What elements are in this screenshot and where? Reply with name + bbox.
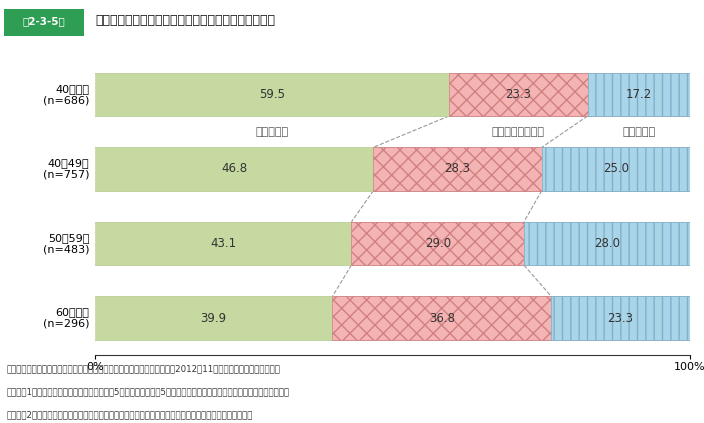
Bar — [351, 222, 524, 265]
Text: 46.8: 46.8 — [221, 162, 247, 176]
Bar — [95, 297, 332, 340]
Bar — [524, 222, 691, 265]
Text: 2．「良くなった」には「やや良くなった」を、「悪くなった」には「やや悪くなった」を含む。: 2．「良くなった」には「やや良くなった」を、「悪くなった」には「やや悪くなった」… — [7, 410, 253, 419]
Bar — [95, 73, 449, 116]
Bar — [95, 222, 351, 265]
Text: 28.0: 28.0 — [594, 237, 620, 250]
Text: 17.2: 17.2 — [626, 88, 652, 101]
Text: 悪くなった: 悪くなった — [622, 126, 655, 137]
Text: 29.0: 29.0 — [425, 237, 451, 250]
Text: 良くなった: 良くなった — [256, 126, 289, 137]
Text: 36.8: 36.8 — [429, 312, 455, 324]
Text: 25.0: 25.0 — [603, 162, 629, 176]
Text: 28.3: 28.3 — [445, 162, 470, 176]
Bar — [373, 147, 542, 190]
Text: （注）　1．事業承継後の業績推移は、承継後5年間程度（承継後5年未満の企業は回答時点まで。）の実績による回答。: （注） 1．事業承継後の業績推移は、承継後5年間程度（承継後5年未満の企業は回答… — [7, 387, 290, 396]
Text: 第2-3-5図: 第2-3-5図 — [23, 16, 65, 26]
Bar — [4, 8, 84, 36]
Text: あまり変わらない: あまり変わらない — [492, 126, 545, 137]
Text: 23.3: 23.3 — [505, 88, 532, 101]
Text: 23.3: 23.3 — [608, 312, 634, 324]
Text: 59.5: 59.5 — [259, 88, 285, 101]
Bar — [588, 73, 690, 116]
Bar — [449, 73, 588, 116]
Bar — [542, 147, 691, 190]
Bar — [332, 297, 551, 340]
Text: 39.9: 39.9 — [201, 312, 227, 324]
Text: 資料：中小企業庁委託「中小企業の事業承継に関するアンケート調査」（2012年11月、（株）野村総合研究所）: 資料：中小企業庁委託「中小企業の事業承継に関するアンケート調査」（2012年11… — [7, 365, 281, 374]
Bar — [551, 297, 690, 340]
Bar — [95, 147, 373, 190]
Text: 事業承継時の現経営者年齢別の事業承継後の業績推移: 事業承継時の現経営者年齢別の事業承継後の業績推移 — [95, 14, 275, 27]
Text: 43.1: 43.1 — [210, 237, 237, 250]
